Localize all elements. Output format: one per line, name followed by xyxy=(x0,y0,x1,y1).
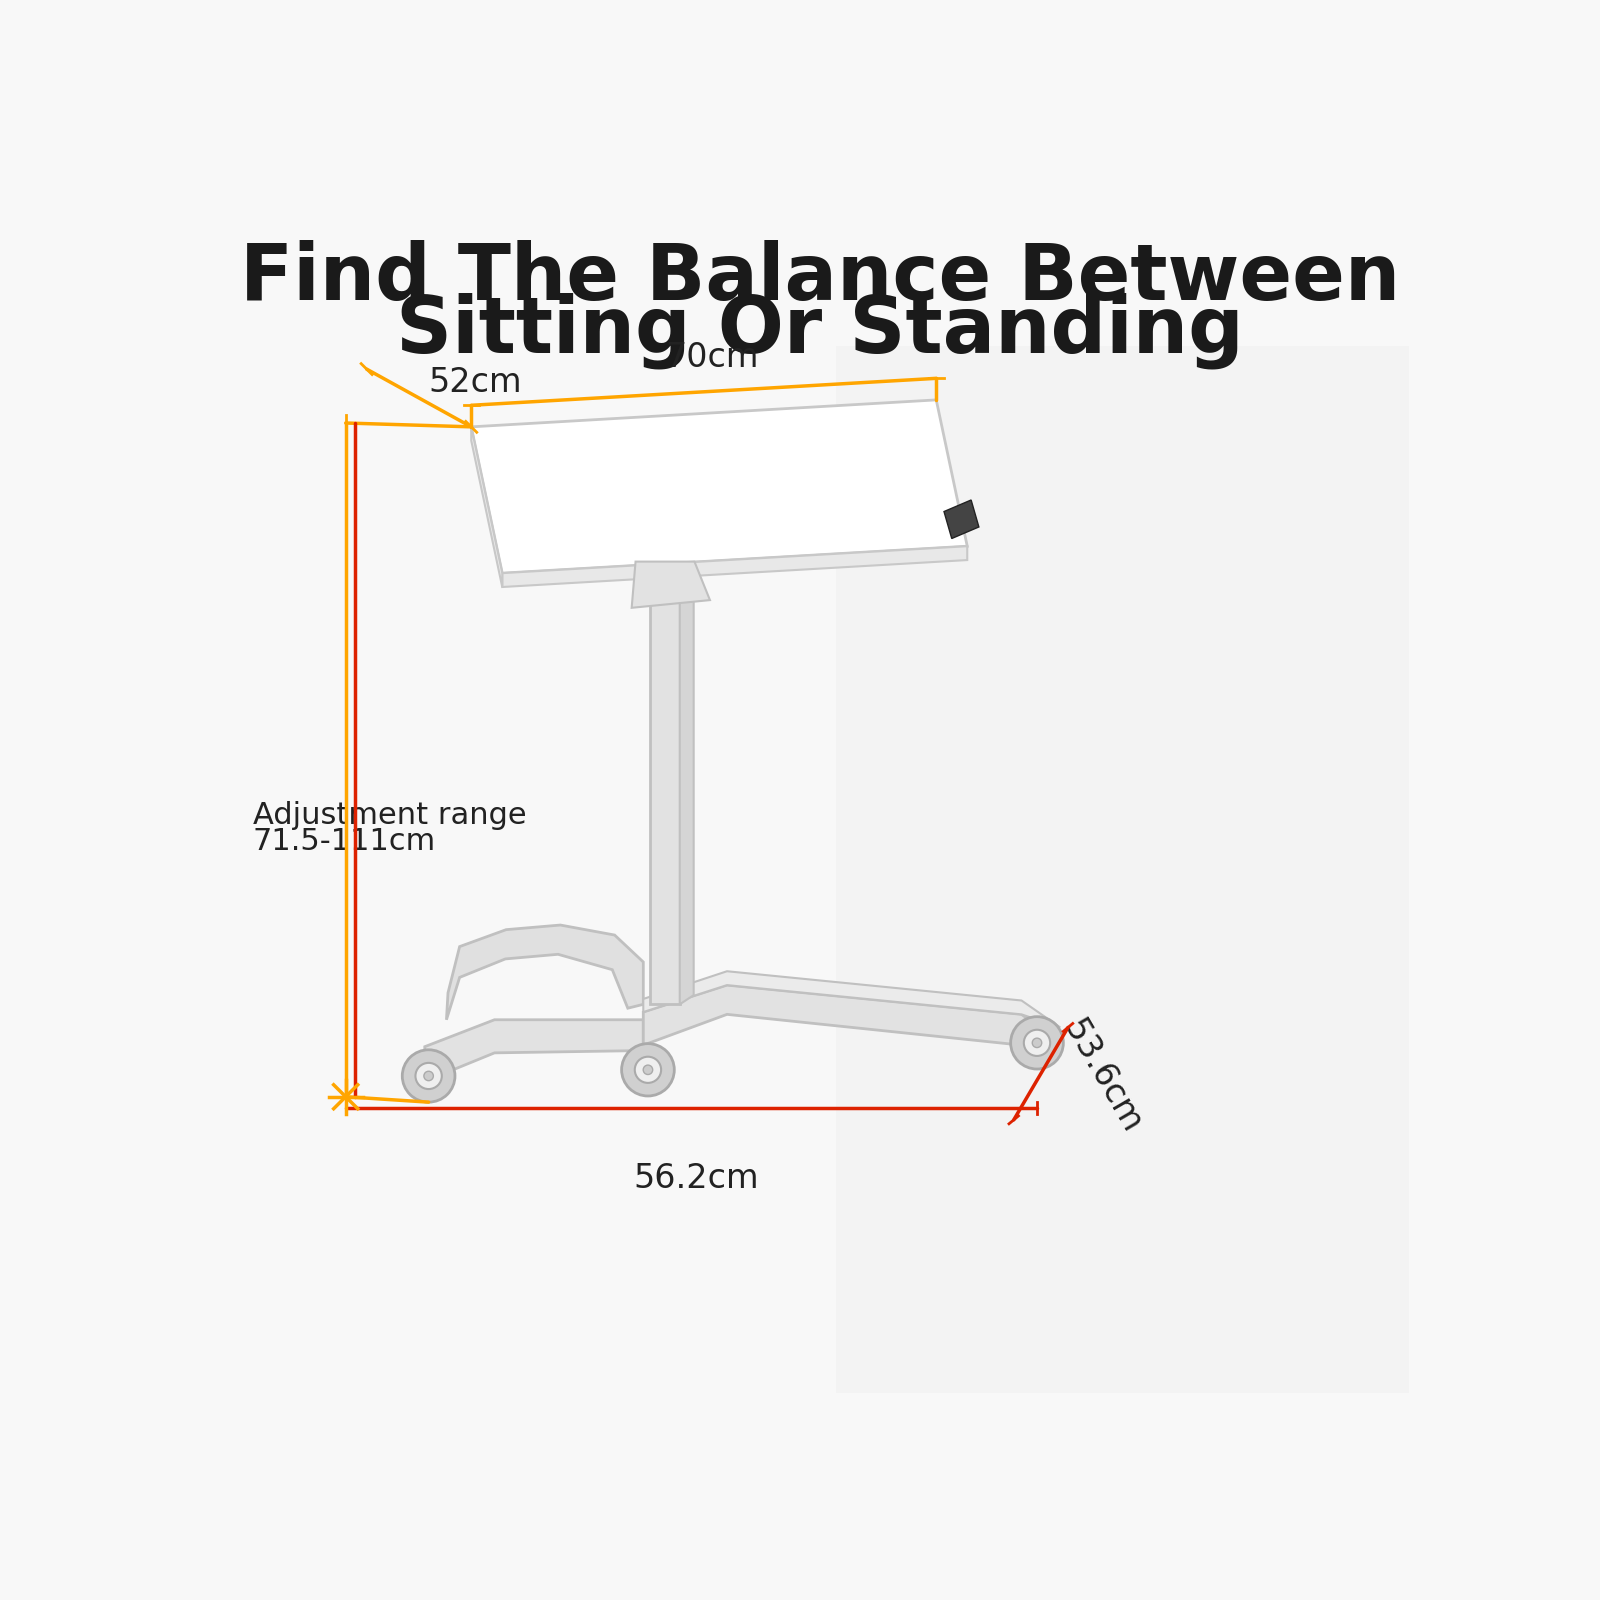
Circle shape xyxy=(1032,1038,1042,1048)
Text: 70cm: 70cm xyxy=(664,341,758,374)
Polygon shape xyxy=(680,560,694,1005)
Polygon shape xyxy=(944,499,979,539)
Text: Sitting Or Standing: Sitting Or Standing xyxy=(397,293,1243,368)
Text: Find The Balance Between: Find The Balance Between xyxy=(240,240,1400,315)
Polygon shape xyxy=(502,546,968,587)
Circle shape xyxy=(416,1062,442,1090)
Circle shape xyxy=(402,1050,454,1102)
Text: 71.5-111cm: 71.5-111cm xyxy=(253,827,435,856)
Circle shape xyxy=(621,1043,674,1096)
Polygon shape xyxy=(424,1019,643,1082)
Circle shape xyxy=(424,1072,434,1080)
Text: 53.6cm: 53.6cm xyxy=(1056,1013,1149,1139)
Circle shape xyxy=(1024,1030,1050,1056)
Text: Adjustment range: Adjustment range xyxy=(253,802,526,830)
Circle shape xyxy=(635,1056,661,1083)
Polygon shape xyxy=(643,986,1061,1045)
Polygon shape xyxy=(446,925,643,1019)
Polygon shape xyxy=(650,570,680,1005)
Polygon shape xyxy=(835,346,1410,1394)
Text: 52cm: 52cm xyxy=(429,366,522,400)
Polygon shape xyxy=(472,427,502,587)
Circle shape xyxy=(643,1066,653,1075)
Polygon shape xyxy=(632,562,710,608)
Polygon shape xyxy=(643,971,1061,1027)
Polygon shape xyxy=(472,400,968,573)
Circle shape xyxy=(1011,1016,1064,1069)
Text: 56.2cm: 56.2cm xyxy=(634,1162,758,1195)
